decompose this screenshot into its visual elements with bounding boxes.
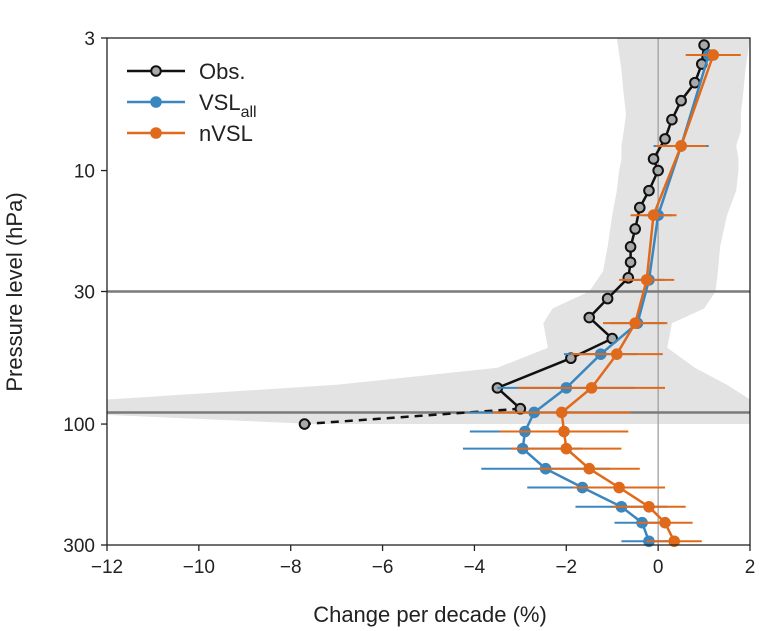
legend-label-subscript: all <box>241 104 257 121</box>
x-tick-label: −2 <box>555 557 577 578</box>
data-point-nvsl-5 <box>611 348 623 360</box>
data-point-nvsl-14 <box>668 535 681 548</box>
legend-item-vsl: VSLall <box>127 90 257 121</box>
x-axis-title: Change per decade (%) <box>313 602 547 627</box>
data-point-obs--19 <box>514 402 527 415</box>
x-tick-label: −4 <box>464 557 486 578</box>
x-tick-label: 2 <box>745 557 756 578</box>
x-tick-label: −8 <box>280 557 302 578</box>
data-point-nvsl-8 <box>558 425 570 438</box>
legend-label-vsl: VSLall <box>199 90 257 121</box>
axes-layer: −12 −10 −8 −6 −4 −2 0 2 3 10 30 100 300 <box>63 29 755 578</box>
legend-item-obs-: Obs. <box>127 59 245 84</box>
data-point-nvsl-4 <box>629 317 641 329</box>
uncertainty-band <box>107 38 750 424</box>
data-point-obs--3 <box>675 94 687 107</box>
legend-marker-nvsl <box>150 127 162 139</box>
data-point-nvsl-11 <box>613 481 625 494</box>
legend-marker-obs- <box>150 65 162 77</box>
y-axis-title: Pressure level (hPa) <box>2 192 27 391</box>
data-point-obs--11 <box>624 241 637 253</box>
y-tick-label: 300 <box>63 536 95 557</box>
data-point-obs--14 <box>601 292 614 305</box>
legend-marker-vsl <box>150 96 162 108</box>
data-point-obs--20 <box>298 418 311 430</box>
data-point-nvsl-10 <box>583 462 596 475</box>
data-point-nvsl-0 <box>707 49 720 61</box>
data-point-nvsl-9 <box>560 442 573 455</box>
data-point-obs--8 <box>643 184 655 197</box>
data-point-obs--5 <box>659 133 671 145</box>
y-tick-label: 3 <box>84 29 95 50</box>
data-point-nvsl-13 <box>659 516 671 529</box>
data-point-nvsl-2 <box>647 209 660 221</box>
data-point-nvsl-6 <box>585 382 598 394</box>
data-point-obs--9 <box>633 201 646 214</box>
legend-label-nvsl: nVSL <box>199 121 253 146</box>
series-layer <box>298 39 741 548</box>
y-tick-label: 10 <box>74 162 95 183</box>
x-tick-label: −6 <box>372 557 394 578</box>
y-tick-label: 30 <box>74 283 95 304</box>
data-point-obs--10 <box>629 223 641 235</box>
series-nvsl <box>492 49 741 548</box>
x-tick-label: −10 <box>183 557 215 578</box>
data-point-obs--15 <box>583 311 596 324</box>
data-point-obs--7 <box>652 164 664 177</box>
data-point-obs--6 <box>647 153 660 165</box>
data-point-obs--4 <box>666 113 678 126</box>
data-point-obs--0 <box>698 39 710 51</box>
data-point-nvsl-1 <box>675 140 687 152</box>
data-point-nvsl-12 <box>643 500 655 513</box>
data-point-obs--12 <box>624 256 637 269</box>
legend-item-nvsl: nVSL <box>127 121 253 146</box>
legend-label-obs-: Obs. <box>199 59 245 84</box>
data-point-nvsl-7 <box>555 406 568 419</box>
uncertainty-band-layer <box>107 38 750 424</box>
x-tick-label: 0 <box>653 557 664 578</box>
data-point-nvsl-3 <box>640 274 653 286</box>
data-point-obs--13 <box>622 272 635 284</box>
y-tick-label: 100 <box>63 415 95 436</box>
x-tick-label: −12 <box>91 557 123 578</box>
